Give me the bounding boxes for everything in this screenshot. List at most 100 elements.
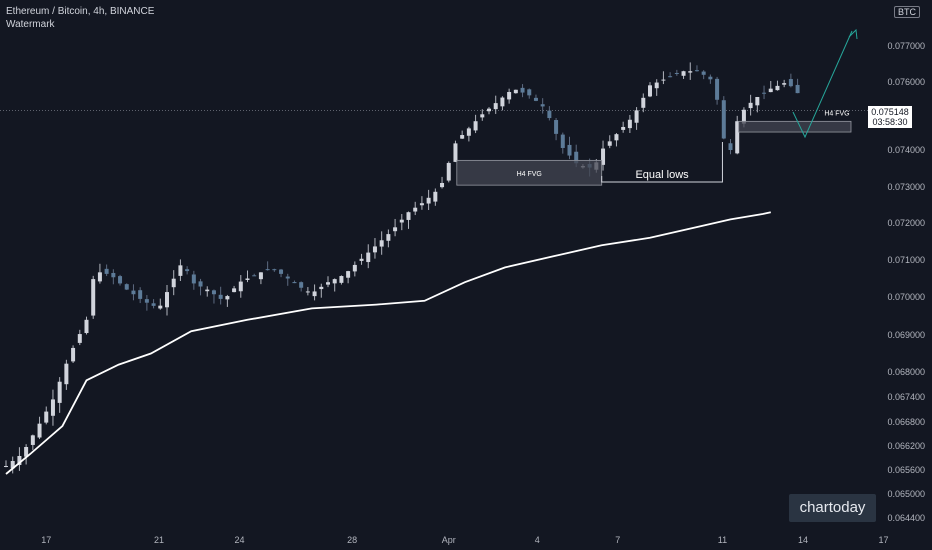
candle-body	[77, 334, 82, 343]
candle-body	[480, 114, 485, 118]
candle-body	[218, 294, 223, 299]
equal-lows-label: Equal lows	[635, 169, 689, 181]
candle-body	[30, 435, 35, 445]
candle-body	[265, 269, 270, 271]
y-tick-label: 0.065000	[887, 489, 925, 499]
candle-body	[245, 278, 250, 280]
candle-body	[24, 447, 29, 457]
candle-body	[64, 363, 69, 385]
projection-line	[792, 30, 853, 139]
x-tick-label: 7	[615, 535, 620, 545]
candle-body	[681, 71, 686, 76]
candle-body	[352, 264, 357, 272]
candle-body	[272, 269, 277, 271]
candle-body	[788, 79, 793, 87]
y-tick-label: 0.077000	[887, 41, 925, 51]
candle-body	[258, 272, 263, 280]
watermark-label: Watermark	[6, 19, 55, 30]
candle-body	[252, 275, 257, 277]
candle-body	[50, 399, 55, 416]
candle-body	[748, 102, 753, 109]
candle-body	[158, 305, 163, 309]
candle-body	[627, 119, 632, 129]
candle-body	[513, 89, 518, 94]
candle-body	[111, 272, 116, 278]
x-tick-label: Apr	[442, 535, 456, 545]
candle-body	[601, 148, 606, 165]
symbol-title[interactable]: Ethereum / Bitcoin, 4h, BINANCE	[6, 6, 155, 17]
candle-body	[118, 276, 123, 284]
candle-body	[285, 276, 290, 279]
candle-body	[17, 456, 22, 466]
candle-body	[151, 303, 156, 306]
bar-countdown: 03:58:30	[872, 117, 908, 127]
x-tick-label: 28	[347, 535, 357, 545]
candle-body	[4, 466, 8, 467]
candle-body	[124, 284, 129, 290]
y-tick-label: 0.067400	[887, 392, 925, 402]
candle-body	[379, 240, 384, 247]
candle-body	[71, 347, 76, 362]
candle-body	[225, 296, 230, 300]
candle-body	[507, 92, 512, 100]
candle-body	[433, 191, 438, 202]
candle-body	[607, 141, 612, 146]
candle-body	[57, 381, 62, 403]
candle-body	[299, 282, 304, 288]
y-tick-label: 0.072000	[887, 218, 925, 228]
candle-body	[84, 319, 89, 334]
candle-body	[487, 108, 491, 112]
candle-body	[728, 143, 733, 150]
candle-body	[741, 109, 746, 124]
currency-badge[interactable]: BTC	[894, 6, 920, 18]
candle-body	[554, 120, 559, 134]
fvg-zone	[456, 159, 603, 186]
candle-body	[701, 71, 706, 75]
candle-body	[567, 144, 572, 156]
projection-arrowhead	[848, 28, 858, 40]
candle-body	[547, 110, 552, 119]
candle-body	[721, 100, 726, 139]
candle-body	[44, 411, 49, 423]
y-tick-label: 0.066200	[887, 441, 925, 451]
candle-body	[305, 291, 310, 293]
candle-body	[292, 282, 297, 284]
candle-body	[312, 291, 317, 297]
candle-body	[440, 182, 445, 188]
candle-body	[232, 288, 237, 293]
x-tick-label: 4	[535, 535, 540, 545]
candle-body	[621, 126, 626, 130]
candle-body	[782, 83, 787, 85]
ema-line	[5, 211, 771, 475]
candle-body	[768, 88, 773, 93]
candle-body	[795, 84, 800, 94]
x-tick-label: 21	[154, 535, 164, 545]
x-tick-label: 17	[41, 535, 51, 545]
fvg-zone	[738, 120, 852, 133]
candle-body	[326, 282, 330, 285]
candle-body	[419, 203, 424, 206]
candle-body	[171, 278, 176, 288]
candle-body	[668, 76, 673, 78]
x-tick-label: 11	[718, 535, 727, 545]
candle-body	[426, 197, 431, 204]
candle-body	[393, 227, 398, 232]
x-tick-label: 24	[234, 535, 244, 545]
y-tick-label: 0.074000	[887, 145, 925, 155]
candle-body	[185, 269, 190, 272]
candle-body	[661, 79, 666, 81]
candle-body	[198, 281, 203, 287]
current-price-value: 0.075148	[871, 107, 909, 117]
candle-body	[279, 269, 284, 274]
candle-body	[366, 252, 371, 263]
x-tick-label: 17	[878, 535, 888, 545]
candle-body	[775, 85, 780, 91]
candle-body	[493, 103, 498, 110]
candle-body	[238, 281, 243, 292]
candle-body	[540, 104, 545, 107]
fvg-label: H4 FVG	[824, 110, 849, 117]
candle-body	[191, 274, 196, 284]
candle-body	[453, 143, 458, 162]
candle-body	[319, 286, 324, 290]
